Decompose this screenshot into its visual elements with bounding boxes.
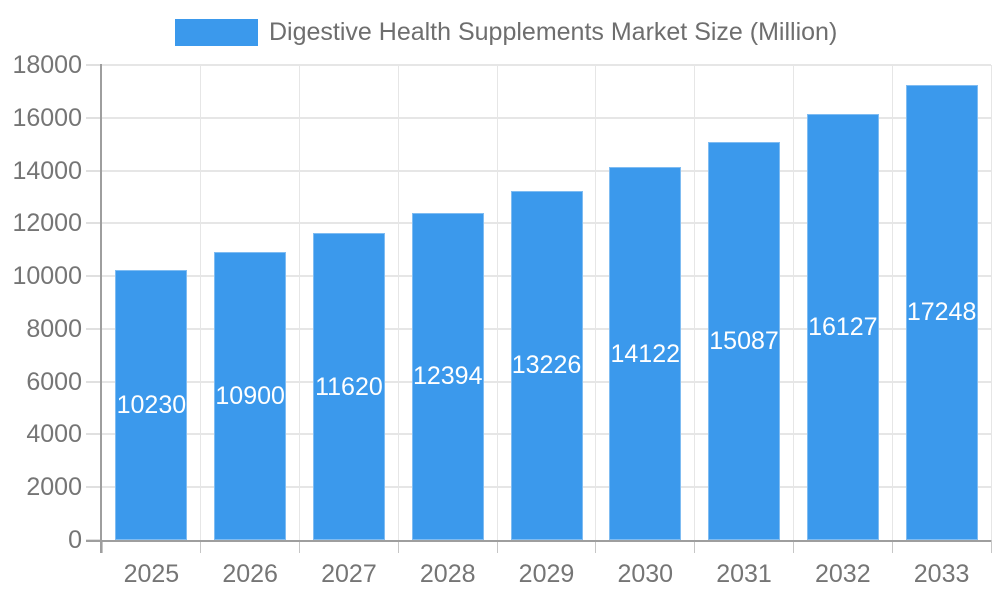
- gridline-vertical: [990, 65, 992, 540]
- bar-value-label: 10900: [215, 382, 285, 411]
- chart-legend[interactable]: Digestive Health Supplements Market Size…: [175, 17, 837, 47]
- gridline-horizontal: [102, 116, 991, 119]
- gridline-vertical: [397, 65, 399, 540]
- bar-2025: [115, 270, 188, 540]
- bar-2028: [411, 212, 484, 540]
- bar-2031: [708, 141, 781, 540]
- y-axis-tick-label: 6000: [26, 367, 82, 396]
- y-axis-tick: [86, 64, 102, 66]
- bar-value-label: 17248: [906, 298, 977, 327]
- x-axis-tick: [891, 540, 893, 553]
- bar-value-label: 12394: [412, 362, 483, 391]
- bar-2032: [806, 114, 879, 540]
- y-axis-tick: [86, 486, 102, 489]
- bar-2027: [312, 233, 385, 540]
- gridline-vertical: [891, 65, 893, 540]
- y-axis-tick: [86, 380, 102, 383]
- bar-value-label: 11620: [315, 372, 383, 401]
- bar-value-label: 13226: [511, 351, 582, 380]
- y-axis-tick-label: 10000: [12, 262, 82, 291]
- y-axis-tick-label: 8000: [26, 314, 82, 343]
- y-axis-tick-label: 0: [68, 526, 82, 554]
- y-axis-tick: [86, 116, 102, 119]
- bar-value-label: 14122: [610, 339, 681, 368]
- x-axis-tick-label: 2033: [913, 560, 970, 588]
- y-axis-tick-label: 12000: [12, 209, 82, 238]
- y-axis-tick-label: 4000: [26, 420, 82, 449]
- x-axis-tick: [496, 540, 498, 553]
- x-axis-tick-label: 2031: [716, 560, 772, 588]
- bar-value-label: 15087: [709, 326, 779, 355]
- bar-2029: [510, 190, 583, 540]
- bar-2033: [905, 84, 978, 540]
- y-axis-tick-label: 14000: [12, 156, 82, 185]
- bar-2030: [609, 167, 682, 540]
- x-axis-tick-label: 2028: [419, 560, 476, 588]
- legend-swatch: [175, 18, 258, 46]
- y-axis-tick: [86, 433, 102, 436]
- x-axis-tick: [299, 540, 301, 553]
- y-axis-tick: [86, 327, 102, 330]
- x-axis-tick-label: 2025: [123, 560, 180, 588]
- y-axis-tick: [86, 169, 102, 172]
- x-axis-tick-label: 2026: [222, 560, 278, 588]
- x-axis-tick-label: 2030: [617, 560, 674, 588]
- y-axis-tick-label: 16000: [12, 103, 82, 132]
- gridline-vertical: [792, 65, 794, 540]
- y-axis-tick: [86, 222, 102, 225]
- gridline-vertical: [299, 65, 301, 540]
- x-axis-tick-label: 2027: [321, 560, 377, 588]
- x-axis-tick: [101, 540, 103, 553]
- y-axis-tick: [86, 275, 102, 278]
- gridline-vertical: [694, 65, 696, 540]
- bar-2026: [214, 252, 287, 540]
- gridline-vertical: [200, 65, 202, 540]
- x-axis-tick-label: 2032: [815, 560, 871, 588]
- x-axis-tick: [200, 540, 202, 553]
- gridline-horizontal: [102, 169, 991, 172]
- y-axis-tick-label: 18000: [12, 51, 82, 79]
- bar-value-label: 16127: [808, 313, 878, 342]
- y-axis-tick-label: 2000: [26, 473, 82, 502]
- x-axis-tick: [792, 540, 794, 553]
- x-axis-tick: [595, 540, 597, 553]
- x-axis-tick: [990, 540, 992, 553]
- gridline-horizontal: [102, 64, 991, 66]
- gridline-vertical: [595, 65, 597, 540]
- y-axis-line: [100, 64, 102, 553]
- bar-value-label: 10230: [116, 391, 187, 420]
- x-axis-tick: [694, 540, 696, 553]
- x-axis-tick-label: 2029: [518, 560, 575, 588]
- x-axis-tick: [397, 540, 399, 553]
- gridline-vertical: [496, 65, 498, 540]
- x-axis-line: [86, 540, 991, 542]
- legend-label: Digestive Health Supplements Market Size…: [269, 18, 838, 46]
